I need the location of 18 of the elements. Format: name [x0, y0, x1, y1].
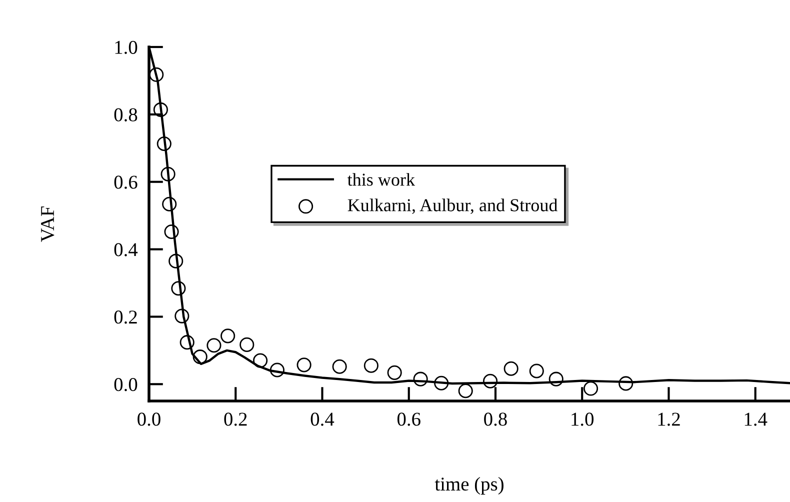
- legend-label: this work: [348, 173, 416, 186]
- x-tick-label: 0.0: [138, 412, 160, 426]
- x-tick-label: 0.4: [310, 412, 334, 426]
- y-tick-label: 1.0: [115, 40, 138, 54]
- y-tick-label: 0.2: [114, 310, 137, 324]
- legend-label: Kulkarni, Aulbur, and Stroud: [348, 198, 558, 214]
- y-axis-title: VAF: [41, 206, 54, 242]
- x-tick-label: 0.2: [224, 412, 247, 426]
- y-tick-label: 0.4: [114, 243, 138, 256]
- y-tick-label: 0.8: [114, 108, 138, 122]
- x-tick-label: 1.0: [572, 412, 594, 426]
- x-axis-title: time (ps): [434, 476, 504, 495]
- x-tick-label: 0.8: [484, 412, 507, 426]
- x-tick-label: 1.4: [744, 412, 768, 426]
- x-tick-label: 0.6: [397, 412, 420, 426]
- x-tick-label: 1.2: [658, 412, 680, 426]
- y-tick-label: 0.0: [114, 378, 138, 392]
- y-tick-label: 0.6: [114, 176, 138, 189]
